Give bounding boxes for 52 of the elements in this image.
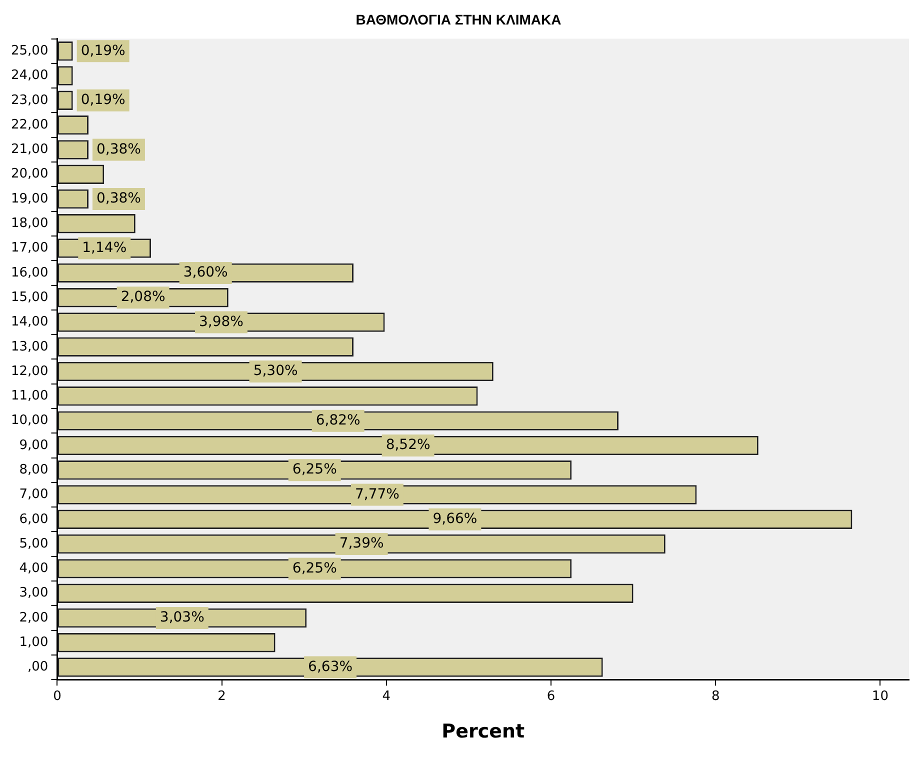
data-label: 1,14% bbox=[82, 240, 127, 256]
y-tick-label: 8,00 bbox=[19, 462, 48, 478]
y-tick-label: 10,00 bbox=[11, 413, 48, 428]
data-label: 6,82% bbox=[316, 412, 360, 428]
y-tick-label: 15,00 bbox=[11, 290, 48, 305]
data-label: 0,19% bbox=[80, 92, 126, 108]
y-tick-label: ,00 bbox=[28, 660, 48, 675]
y-tick-label: 20,00 bbox=[11, 166, 48, 182]
y-tick-label: 14,00 bbox=[11, 314, 48, 330]
data-label: 6,25% bbox=[292, 462, 337, 478]
y-tick-label: 5,00 bbox=[19, 536, 48, 552]
x-tick-label: 8 bbox=[711, 688, 720, 704]
y-tick-label: 13,00 bbox=[11, 339, 48, 354]
y-tick-label: 3,00 bbox=[19, 586, 48, 601]
data-label: 5,30% bbox=[253, 363, 298, 380]
data-label: 0,38% bbox=[96, 190, 141, 207]
y-tick-label: 6,00 bbox=[19, 512, 48, 527]
y-tick-label: 1,00 bbox=[19, 635, 48, 650]
data-label: 3,60% bbox=[183, 264, 228, 281]
y-tick-label: 22,00 bbox=[11, 117, 48, 132]
y-tick-label: 9,00 bbox=[19, 438, 48, 453]
data-label: 0,19% bbox=[80, 42, 126, 59]
y-tick-label: 17,00 bbox=[11, 240, 48, 256]
x-tick-label: 2 bbox=[218, 688, 226, 704]
x-axis-title: Percent bbox=[442, 720, 525, 743]
y-tick-label: 21,00 bbox=[11, 142, 48, 158]
data-label: 7,39% bbox=[339, 536, 384, 552]
data-label: 7,77% bbox=[354, 486, 400, 502]
x-tick-label: 6 bbox=[546, 688, 556, 704]
y-tick-label: 2,00 bbox=[19, 610, 48, 626]
data-label: 6,25% bbox=[292, 560, 337, 576]
data-label: 8,52% bbox=[386, 437, 430, 454]
y-tick-label: 18,00 bbox=[11, 216, 48, 232]
data-label: 6,63% bbox=[308, 658, 353, 675]
data-label: 9,66% bbox=[432, 511, 478, 528]
y-tick-label: 7,00 bbox=[19, 487, 48, 502]
y-tick-label: 19,00 bbox=[11, 191, 48, 206]
x-tick-label: 10 bbox=[872, 688, 888, 704]
x-tick-label: 4 bbox=[382, 688, 391, 704]
data-label: 2,08% bbox=[120, 289, 166, 306]
data-label: 3,03% bbox=[160, 610, 204, 626]
y-tick-label: 12,00 bbox=[11, 364, 48, 379]
y-tick-label: 24,00 bbox=[11, 68, 48, 84]
data-label: 3,98% bbox=[198, 314, 244, 330]
y-tick-label: 25,00 bbox=[11, 44, 48, 58]
chart-title: ΒΑΘΜΟΛΟΓΙΑ ΣΤΗΝ ΚΛΙΜΑΚΑ bbox=[356, 11, 562, 28]
x-tick-label: 0 bbox=[53, 688, 62, 704]
y-tick-label: 23,00 bbox=[11, 92, 48, 108]
y-tick-label: 4,00 bbox=[19, 561, 48, 576]
data-label: 0,38% bbox=[96, 141, 141, 158]
y-tick-label: 16,00 bbox=[11, 265, 48, 280]
y-tick-label: 11,00 bbox=[11, 388, 48, 404]
